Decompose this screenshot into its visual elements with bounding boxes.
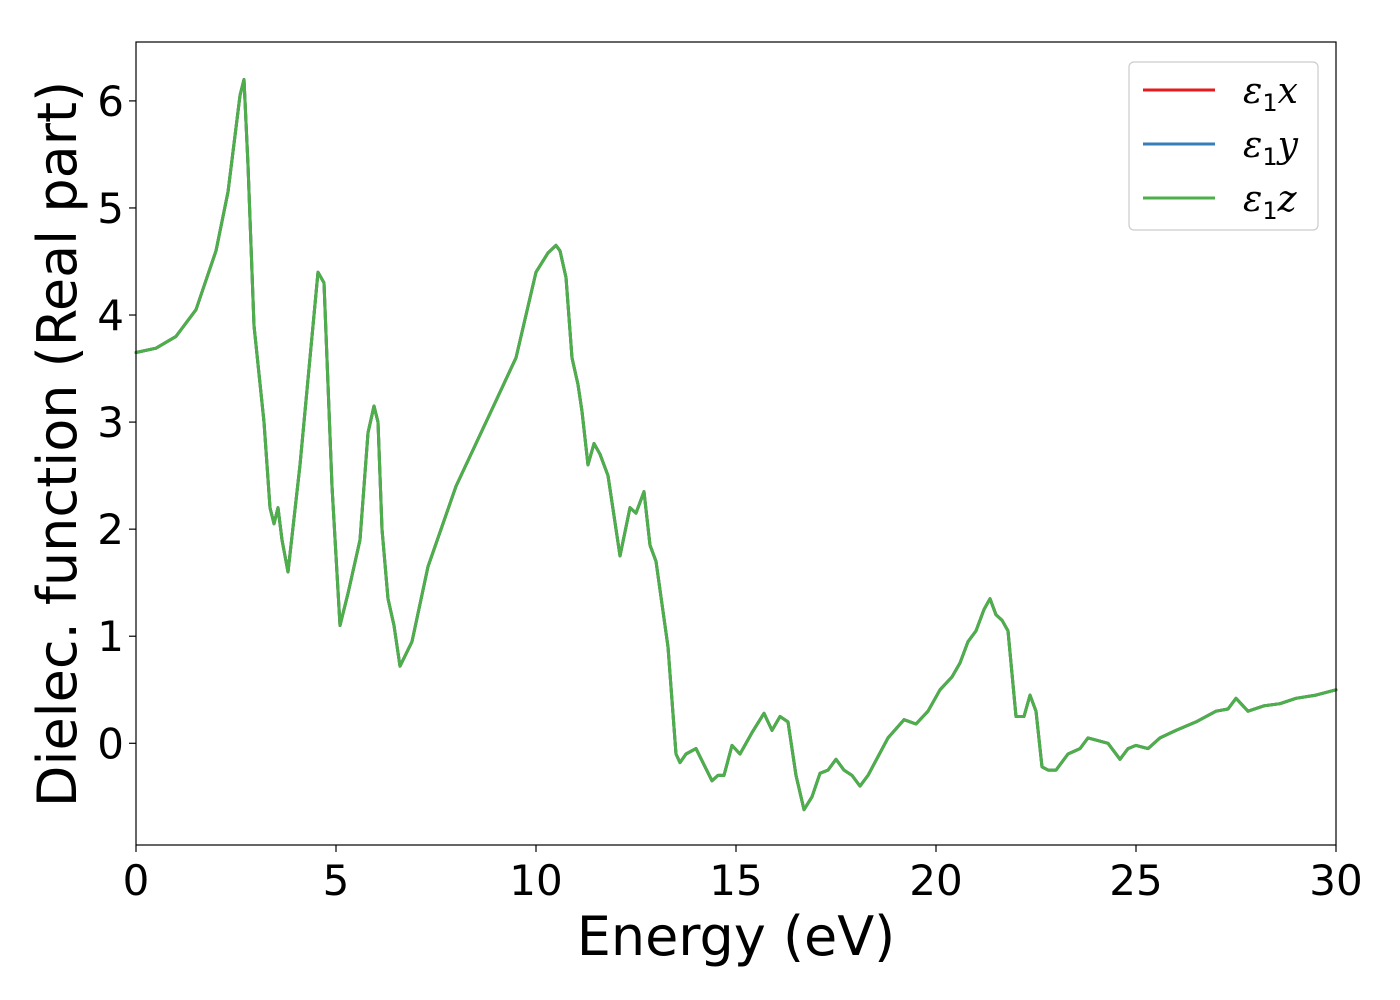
- x-axis-ticks: 0 5 10 15 20 25 30: [123, 845, 1363, 905]
- x-axis-title: Energy (eV): [577, 905, 896, 968]
- series-line-z: [134, 78, 1338, 812]
- legend-label-y: ε1y: [1243, 125, 1299, 171]
- legend: ε1x ε1y ε1z: [1128, 61, 1319, 231]
- y-axis-ticks: 0 1 2 3 4 5 6: [97, 77, 136, 768]
- y-tick-label: 1: [97, 612, 124, 661]
- y-tick-label: 5: [97, 184, 124, 233]
- x-tick-label: 5: [323, 856, 350, 905]
- y-tick-label: 6: [97, 77, 124, 126]
- x-tick-label: 25: [1109, 856, 1162, 905]
- y-tick-label: 3: [97, 398, 124, 447]
- legend-label-x: ε1x: [1243, 71, 1298, 117]
- y-tick-label: 0: [97, 719, 124, 768]
- x-tick-label: 10: [509, 856, 562, 905]
- plot-lines: [134, 78, 1338, 812]
- legend-label-z: ε1z: [1243, 179, 1298, 225]
- y-tick-label: 2: [97, 505, 124, 554]
- x-tick-label: 15: [709, 856, 762, 905]
- x-tick-label: 20: [909, 856, 962, 905]
- y-axis-title: Dielec. function (Real part): [26, 81, 89, 807]
- x-tick-label: 30: [1309, 856, 1362, 905]
- legend-box: [1128, 61, 1319, 231]
- x-tick-label: 0: [123, 856, 150, 905]
- y-tick-label: 4: [97, 291, 124, 340]
